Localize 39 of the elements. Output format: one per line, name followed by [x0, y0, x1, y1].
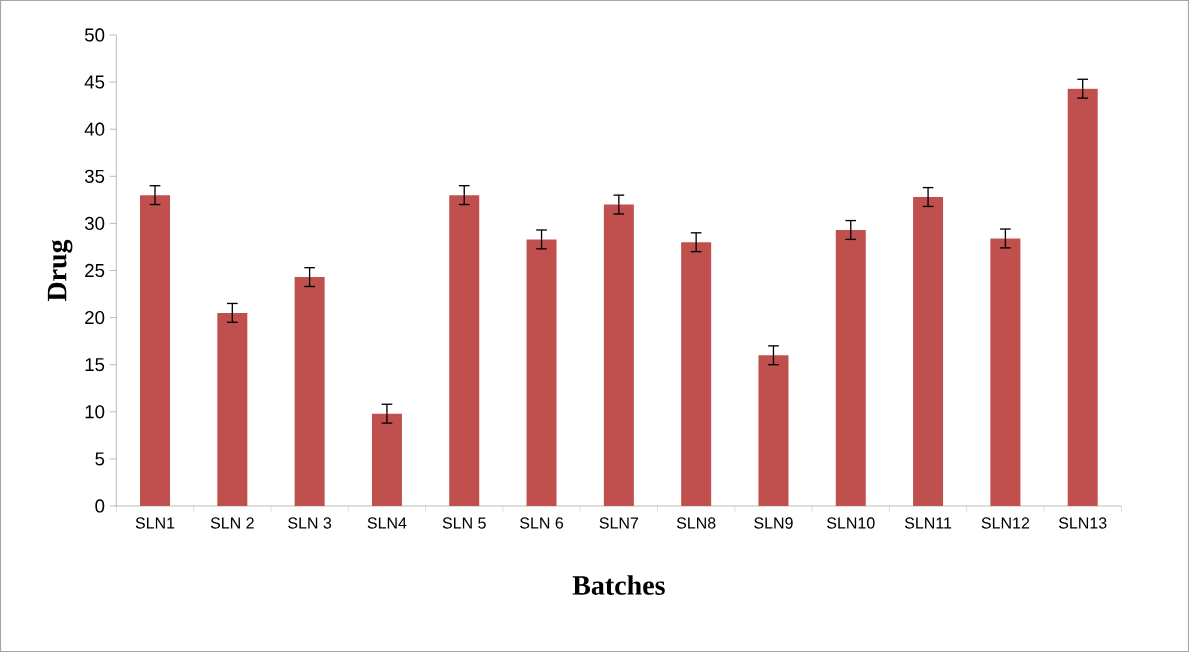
x-tick-label: SLN4	[367, 517, 407, 529]
bar	[603, 204, 634, 506]
y-tick-label: 5	[95, 452, 105, 466]
bar	[758, 355, 789, 506]
x-axis-title: Batches	[572, 575, 665, 595]
bar	[217, 312, 248, 506]
y-tick-label: 45	[84, 75, 105, 89]
bar	[990, 238, 1021, 506]
bar	[526, 239, 557, 506]
x-tick-label: SLN7	[599, 517, 639, 529]
y-tick-label: 10	[85, 405, 105, 419]
x-tick-label: SLN10	[827, 517, 875, 529]
y-tick-label: 40	[84, 122, 105, 136]
x-tick-label: SLN 2	[210, 517, 254, 529]
x-tick-label: SLN 6	[520, 517, 564, 529]
bar	[681, 242, 712, 506]
bar	[1067, 88, 1098, 506]
x-tick-label: SLN8	[676, 517, 716, 529]
y-tick-label: 0	[95, 499, 105, 513]
bar	[835, 229, 866, 506]
bar	[371, 413, 402, 506]
x-tick-label: SLN13	[1058, 517, 1107, 529]
x-tick-label: SLN 3	[288, 517, 332, 529]
y-tick-label: 15	[85, 358, 105, 372]
x-tick-label: SLN9	[754, 517, 793, 529]
x-tick-label: SLN12	[981, 517, 1030, 529]
bar	[294, 277, 325, 506]
bar	[140, 195, 171, 506]
y-tick-label: 20	[85, 310, 105, 325]
x-tick-label: SLN11	[904, 517, 952, 529]
y-tick-label: 35	[84, 169, 105, 183]
y-tick-label: 25	[85, 263, 105, 278]
bar	[449, 195, 480, 506]
bar	[913, 197, 944, 506]
x-tick-label: SLN1	[135, 517, 175, 529]
x-tick-label: SLN 5	[442, 517, 486, 529]
y-axis-title: Drug	[47, 239, 73, 302]
y-tick-label: 30	[84, 216, 105, 230]
y-tick-label: 50	[84, 28, 105, 42]
